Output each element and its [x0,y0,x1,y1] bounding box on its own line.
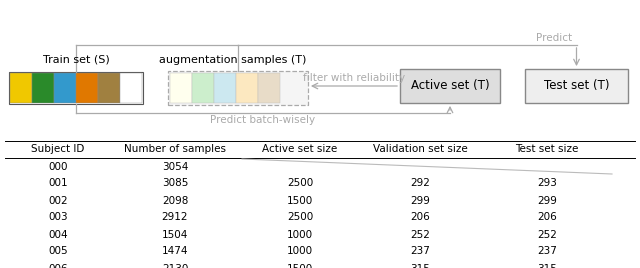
Text: augmentation samples (T): augmentation samples (T) [159,55,307,65]
Text: 1500: 1500 [287,195,313,206]
Text: Number of samples: Number of samples [124,144,226,154]
Text: 299: 299 [410,195,430,206]
Text: 2130: 2130 [162,263,188,268]
Bar [525,69,628,103]
Text: 000: 000 [48,162,68,172]
Bar [9,72,143,104]
Text: Subject ID: Subject ID [31,144,84,154]
Text: 004: 004 [48,229,68,240]
Bar [10,73,32,103]
Bar [214,73,236,103]
Text: 002: 002 [48,195,68,206]
Text: 006: 006 [48,263,68,268]
Text: 293: 293 [537,178,557,188]
Text: Active set size: Active set size [262,144,338,154]
Bar [120,73,142,103]
Bar [54,73,76,103]
Bar [32,73,54,103]
Text: 206: 206 [537,213,557,222]
Text: Test set (T): Test set (T) [544,80,609,92]
Text: 005: 005 [48,247,68,256]
Text: 001: 001 [48,178,68,188]
Bar [236,73,258,103]
Text: Predict batch-wisely: Predict batch-wisely [211,115,316,125]
Text: Active set (T): Active set (T) [411,80,490,92]
Text: 2500: 2500 [287,178,313,188]
Text: 292: 292 [410,178,430,188]
Text: 237: 237 [537,247,557,256]
Text: 1000: 1000 [287,229,313,240]
Bar [168,71,308,105]
Text: 3085: 3085 [162,178,188,188]
Text: 1474: 1474 [162,247,188,256]
Text: 003: 003 [48,213,68,222]
Bar [98,73,120,103]
Bar [400,69,500,103]
Bar [170,73,192,103]
Text: 1500: 1500 [287,263,313,268]
Text: 2912: 2912 [162,213,188,222]
Text: 206: 206 [410,213,430,222]
Text: 2500: 2500 [287,213,313,222]
Text: Test set size: Test set size [515,144,579,154]
Text: filter with reliability: filter with reliability [303,73,405,83]
Bar [258,73,280,103]
Bar [192,73,214,103]
Text: 299: 299 [537,195,557,206]
Text: 1504: 1504 [162,229,188,240]
Text: Validation set size: Validation set size [372,144,467,154]
Text: 315: 315 [537,263,557,268]
Text: 252: 252 [537,229,557,240]
Text: 252: 252 [410,229,430,240]
Text: 3054: 3054 [162,162,188,172]
Text: 237: 237 [410,247,430,256]
Text: Train set (S): Train set (S) [43,55,109,65]
Text: 1000: 1000 [287,247,313,256]
Text: Predict: Predict [536,33,573,43]
Bar [76,73,98,103]
Text: 2098: 2098 [162,195,188,206]
Text: 315: 315 [410,263,430,268]
